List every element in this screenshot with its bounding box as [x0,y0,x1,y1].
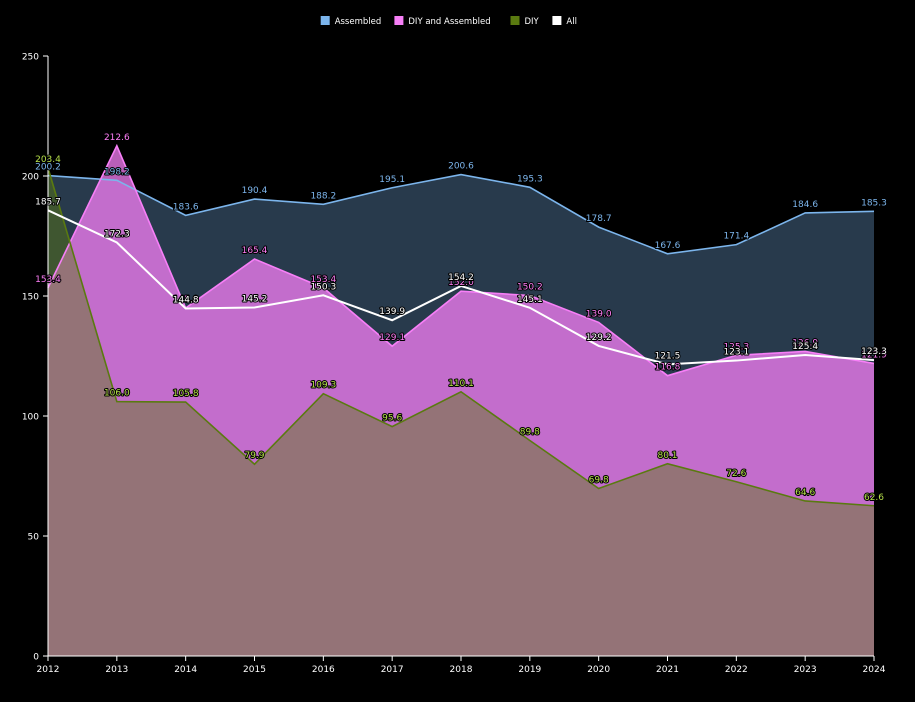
data-label-diy: 72.6 [726,469,746,479]
data-label-diy-and-assembled: 139.0 [586,309,612,319]
line-all [47,209,875,366]
data-label-assembled: 171.4 [723,232,749,242]
data-label-all: 185.7 [35,197,61,207]
data-label-assembled: 198.2 [104,167,130,177]
line-diy [47,167,875,507]
data-label-diy: 80.1 [657,451,677,461]
y-tick-label: 50 [28,533,40,543]
data-label-diy: 64.6 [795,488,815,498]
data-label-diy-and-assembled: 165.4 [242,246,268,256]
data-label-all: 129.2 [586,333,612,343]
data-label-assembled: 184.6 [792,200,818,210]
data-label-assembled: 200.6 [448,162,474,172]
data-label-all: 144.8 [173,295,199,305]
data-label-all: 123.3 [861,347,887,357]
x-tick-label: 2022 [725,665,748,675]
data-label-diy: 110.1 [448,379,474,389]
legend-item-assembled[interactable]: Assembled [320,16,382,27]
line-assembled [47,173,875,255]
data-label-diy-and-assembled: 152.0 [448,278,474,288]
data-label-assembled: 195.3 [517,174,543,184]
data-label-diy-and-assembled: 116.8 [655,363,681,373]
legend-label: DIY and Assembled [408,17,490,27]
data-label-diy: 106.0 [104,389,130,399]
data-label-diy-and-assembled: 150.2 [517,283,543,293]
area-diy-and-assembled [48,145,874,656]
x-tick-label: 2023 [794,665,817,675]
data-label-diy-and-assembled: 129.1 [379,333,405,343]
x-tick-label: 2024 [863,665,886,675]
data-label-diy: 109.3 [310,381,336,391]
y-tick-label: 150 [22,293,39,303]
data-label-diy-and-assembled: 145.0 [173,295,199,305]
data-label-all: 150.3 [310,282,336,292]
x-tick-label: 2021 [656,665,679,675]
legend-swatch [510,16,520,25]
data-label-diy-and-assembled: 153.4 [35,275,61,285]
data-label-diy: 203.4 [35,155,61,165]
data-label-diy: 62.6 [864,493,884,503]
data-label-diy: 105.8 [173,389,199,399]
legend-item-diy-and-assembled[interactable]: DIY and Assembled [394,16,491,27]
legend-label: All [566,17,577,27]
x-tick-label: 2015 [243,665,266,675]
legend-label: DIY [525,17,540,27]
axes: 0 50 100 150 200 250 2012 2013 2014 2015 2016 2017 2… [22,53,886,676]
data-labels: 200.2 198.2 183.6 190.4 188.2 195.1 200.6 195.3… [34,132,888,504]
x-tick-label: 2017 [381,665,404,675]
data-label-assembled: 200.2 [35,163,61,173]
x-tick-label: 2016 [312,665,335,675]
x-tick-label: 2014 [174,665,197,675]
data-label-diy-and-assembled: 121.9 [861,350,887,360]
data-label-assembled: 167.6 [655,241,681,251]
data-label-diy-and-assembled: 212.6 [104,133,130,143]
data-label-diy: 69.8 [589,475,609,485]
data-label-diy: 95.6 [382,414,402,424]
series-areas [48,145,874,656]
y-tick-label: 100 [22,413,39,423]
x-tick-label: 2013 [105,665,128,675]
legend-label: Assembled [335,17,382,27]
data-label-assembled: 188.2 [310,191,336,201]
y-tick-label: 200 [22,173,39,183]
data-label-all: 139.9 [379,307,405,317]
data-label-all: 123.1 [723,348,749,358]
data-label-assembled: 185.3 [861,198,887,208]
data-label-all: 145.2 [242,295,268,305]
legend[interactable]: Assembled DIY and Assembled DIY All [320,16,577,27]
data-label-assembled: 183.6 [173,202,199,212]
y-tick-label: 250 [22,53,39,63]
data-label-assembled: 190.4 [242,186,268,196]
series-lines [47,143,875,507]
legend-swatch [320,16,330,25]
x-tick-label: 2020 [587,665,610,675]
legend-swatch [394,16,404,25]
data-label-diy-and-assembled: 126.9 [792,338,818,348]
data-label-assembled: 195.1 [379,175,405,185]
data-label-diy: 89.8 [520,427,540,437]
data-label-assembled: 178.7 [586,214,612,224]
data-label-all: 145.1 [517,295,543,305]
data-label-all: 154.2 [448,273,474,283]
legend-item-diy[interactable]: DIY [510,16,540,27]
area-diy [48,167,874,656]
data-label-all: 125.4 [792,342,818,352]
x-tick-label: 2018 [450,665,473,675]
legend-item-all[interactable]: All [552,16,577,27]
data-label-diy: 79.9 [244,451,264,461]
x-tick-label: 2019 [518,665,541,675]
x-tick-label: 2012 [37,665,60,675]
legend-swatch [552,16,562,25]
data-label-diy-and-assembled: 125.3 [723,342,749,352]
data-label-all: 121.5 [655,351,681,361]
data-label-all: 172.3 [104,229,130,239]
data-label-diy-and-assembled: 153.4 [310,275,336,285]
y-tick-label: 0 [33,653,39,663]
